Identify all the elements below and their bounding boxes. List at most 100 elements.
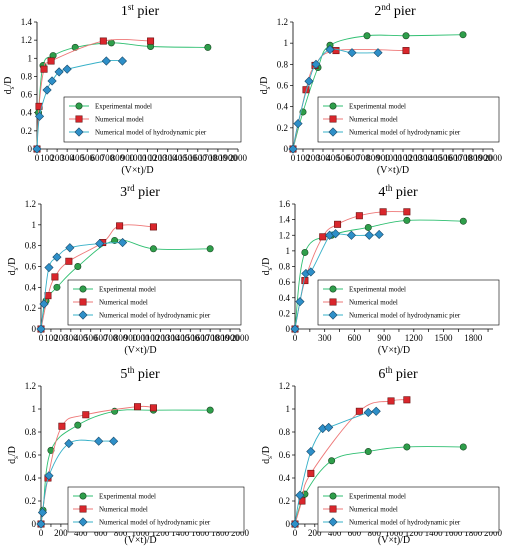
y-tick-label: 0 — [286, 324, 291, 334]
data-point-series-3 — [101, 56, 111, 66]
x-tick-label: 900 — [377, 333, 391, 343]
data-point-series-3 — [36, 519, 46, 529]
legend-marker — [328, 310, 338, 320]
data-point-series-2 — [332, 47, 340, 55]
x-tick-label: 1400 — [171, 528, 190, 538]
data-point-series-3 — [304, 76, 314, 86]
x-tick-label: 200 — [54, 333, 68, 343]
y-tick-label: 1.2 — [25, 381, 36, 391]
data-point-series-3 — [44, 471, 54, 481]
x-tick-label: 700 — [356, 153, 370, 163]
x-tick-label: 2000 — [231, 333, 250, 343]
x-tick-label: 1800 — [464, 333, 483, 343]
data-point-series-3 — [325, 44, 335, 55]
x-tick-label: 800 — [367, 528, 381, 538]
legend-marker — [79, 505, 87, 513]
x-tick-label: 100 — [44, 333, 58, 343]
x-tick-label: 1000 — [384, 153, 403, 163]
x-tick-label: 600 — [94, 528, 108, 538]
x-tick-label: 1400 — [424, 153, 443, 163]
x-tick-label: 1700 — [454, 153, 473, 163]
y-tick-label: 0 — [32, 324, 37, 334]
data-point-series-3 — [47, 76, 57, 86]
y-tick-label: 0 — [32, 519, 37, 529]
legend-label: Numerical model — [95, 116, 144, 124]
data-point-series-3 — [306, 267, 316, 277]
y-tick-label: 1.2 — [25, 199, 36, 209]
chart-title: 2nd pier — [374, 2, 416, 19]
x-tick-label: 2000 — [484, 528, 503, 538]
data-point-series-3 — [36, 324, 46, 334]
x-axis-label: (V×t)/D — [124, 535, 156, 546]
x-tick-label: 300 — [64, 333, 78, 343]
legend: Experimental model Numerical model Numeric… — [67, 279, 242, 326]
x-tick-label: 1600 — [189, 153, 208, 163]
x-tick-label: 800 — [111, 153, 125, 163]
x-tick-label: 1500 — [181, 333, 200, 343]
y-tick-label: 0.8 — [25, 427, 37, 437]
legend-label: Experimental model — [99, 493, 156, 501]
chart-title: 4th pier — [378, 183, 418, 200]
data-point-series-3 — [331, 229, 341, 239]
y-tick-label: 1.2 — [21, 35, 32, 45]
x-tick-label: 1300 — [161, 333, 180, 343]
data-point-series-3 — [34, 111, 45, 121]
data-point-series-3 — [324, 422, 334, 432]
x-tick-label: 500 — [336, 153, 350, 163]
y-tick-label: 0.4 — [25, 282, 37, 292]
legend-label: Numerical model of hydrodynamic pier — [349, 519, 461, 527]
x-tick-label: 1100 — [394, 153, 412, 163]
y-tick-label: 1 — [284, 38, 289, 48]
data-point-series-1 — [301, 248, 309, 256]
legend-marker — [79, 298, 87, 306]
y-tick-label: 0.2 — [279, 496, 290, 506]
x-tick-label: 1300 — [414, 153, 433, 163]
y-tick-label: 0.2 — [21, 126, 32, 136]
data-point-series-2 — [403, 208, 411, 216]
data-point-series-1 — [403, 443, 411, 451]
legend-marker — [78, 310, 88, 320]
y-tick-label: 0.6 — [25, 450, 37, 460]
legend-box — [317, 486, 500, 533]
y-axis-label: ds/D — [259, 77, 272, 95]
data-point-series-1 — [328, 457, 336, 465]
series-line-2 — [36, 39, 151, 150]
x-tick-label: 2000 — [231, 528, 250, 538]
data-point-series-2 — [149, 223, 157, 231]
data-point-series-2 — [147, 37, 155, 45]
y-tick-label: 0.6 — [277, 81, 289, 91]
legend-box — [317, 96, 500, 143]
data-point-series-2 — [44, 292, 52, 300]
data-point-series-2 — [402, 47, 410, 55]
y-tick-label: 0 — [28, 144, 33, 154]
y-tick-label: 0.6 — [279, 277, 291, 287]
legend-label: Experimental model — [349, 493, 406, 501]
x-tick-label: 800 — [114, 528, 128, 538]
data-point-series-1 — [74, 262, 82, 270]
y-axis-label: ds/D — [7, 258, 20, 276]
x-tick-label: 1000 — [132, 333, 151, 343]
legend-label: Experimental model — [349, 286, 406, 294]
data-point-series-3 — [42, 85, 52, 95]
data-point-series-1 — [364, 223, 372, 231]
y-axis-label: ds/D — [7, 446, 20, 464]
data-point-series-2 — [355, 212, 363, 220]
x-tick-label: 1700 — [199, 153, 218, 163]
data-point-series-2 — [51, 273, 59, 281]
x-tick-label: 1200 — [405, 528, 424, 538]
x-tick-label: 0 — [291, 153, 296, 163]
y-tick-label: 0.2 — [25, 496, 36, 506]
y-tick-label: 1.4 — [279, 215, 291, 225]
x-tick-label: 1000 — [132, 528, 151, 538]
x-tick-label: 1600 — [191, 333, 210, 343]
x-tick-label: 200 — [54, 528, 68, 538]
data-point-series-3 — [118, 237, 128, 248]
data-point-series-1 — [206, 406, 214, 414]
data-point-series-1 — [53, 283, 61, 291]
data-point-series-1 — [403, 216, 411, 224]
x-tick-label: 300 — [316, 153, 330, 163]
x-tick-label: 600 — [94, 333, 108, 343]
x-tick-label: 700 — [104, 333, 118, 343]
data-point-series-3 — [293, 119, 303, 129]
